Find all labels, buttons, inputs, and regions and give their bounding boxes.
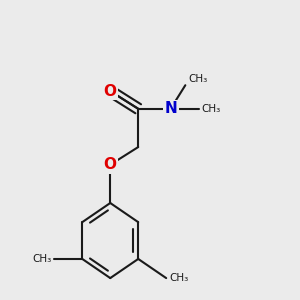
Text: CH₃: CH₃ bbox=[188, 74, 208, 84]
Text: CH₃: CH₃ bbox=[169, 273, 188, 283]
Text: O: O bbox=[104, 157, 117, 172]
Text: CH₃: CH₃ bbox=[32, 254, 51, 264]
Text: N: N bbox=[164, 101, 177, 116]
Text: O: O bbox=[104, 84, 117, 99]
Text: CH₃: CH₃ bbox=[202, 104, 221, 114]
